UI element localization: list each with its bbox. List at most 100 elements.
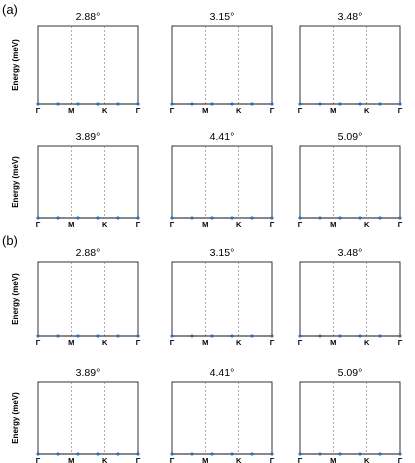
subplot-title: 4.41° (210, 367, 235, 379)
subplot-8: 3.15° Γ M K Γ (170, 247, 275, 347)
band-point (36, 102, 40, 106)
band-point (36, 216, 40, 220)
x-tick-label: K (102, 456, 108, 463)
band-point (318, 102, 322, 106)
band-point (250, 102, 254, 106)
band-point (210, 452, 214, 456)
plot-frame (299, 25, 401, 105)
x-tick-label: Γ (36, 338, 41, 347)
subplot-10: 3.89° Γ M K Γ Energy (meV) (11, 367, 141, 463)
x-tick-label: K (102, 106, 108, 115)
subplot-2: 3.15° Γ M K Γ (170, 11, 275, 115)
band-point (250, 334, 254, 338)
plot-frame (171, 261, 273, 337)
subplot-title: 3.15° (210, 11, 235, 23)
band-point (298, 216, 302, 220)
subplot-grid: 2.88° Γ M K Γ Energy (meV) 3.15° Γ M K Γ 3.48° Γ M K Γ 3… (11, 11, 403, 463)
subplot-4: 3.89° Γ M K Γ Energy (meV) (11, 131, 141, 229)
subplot-1: 2.88° Γ M K Γ Energy (meV) (11, 11, 141, 115)
band-point (230, 334, 234, 338)
band-point (210, 216, 214, 220)
subplot-9: 3.48° Γ M K Γ (298, 247, 403, 347)
band-point (36, 452, 40, 456)
x-tick-label: K (364, 338, 370, 347)
band-point (210, 334, 214, 338)
band-point (116, 102, 120, 106)
x-tick-label: K (236, 338, 242, 347)
x-tick-label: Γ (170, 338, 175, 347)
band-point (190, 334, 194, 338)
x-tick-label: Γ (398, 456, 403, 463)
panel-label-b: (b) (2, 233, 18, 248)
plot-frame (37, 261, 139, 337)
x-tick-label: Γ (170, 220, 175, 229)
plot-frame (299, 145, 401, 219)
x-tick-label: M (330, 220, 336, 229)
subplot-5: 4.41° Γ M K Γ (170, 131, 275, 229)
band-point (338, 452, 342, 456)
subplot-3: 3.48° Γ M K Γ (298, 11, 403, 115)
x-tick-label: Γ (136, 220, 141, 229)
band-point (270, 452, 274, 456)
x-tick-label: M (330, 456, 336, 463)
plot-frame (37, 25, 139, 105)
subplot-title: 3.89° (76, 367, 101, 379)
x-tick-label: Γ (136, 456, 141, 463)
band-point (116, 216, 120, 220)
subplot-12: 5.09° Γ M K Γ (298, 367, 403, 463)
x-tick-label: M (68, 220, 74, 229)
x-tick-label: Γ (36, 220, 41, 229)
x-tick-label: K (364, 106, 370, 115)
subplot-title: 3.15° (210, 247, 235, 259)
y-axis-label: Energy (meV) (11, 273, 20, 325)
plot-frame (37, 145, 139, 219)
x-tick-label: Γ (298, 338, 303, 347)
plot-frame (299, 381, 401, 455)
band-point (210, 102, 214, 106)
x-tick-label: K (236, 106, 242, 115)
plot-frame (171, 25, 273, 105)
band-point (230, 102, 234, 106)
y-axis-label: Energy (meV) (11, 156, 20, 208)
band-point (358, 452, 362, 456)
band-point (190, 452, 194, 456)
subplot-7: 2.88° Γ M K Γ Energy (meV) (11, 247, 141, 347)
x-tick-label: K (102, 338, 108, 347)
band-point (318, 216, 322, 220)
band-point (56, 102, 60, 106)
band-point (318, 334, 322, 338)
subplot-title: 3.48° (338, 11, 363, 23)
band-point (378, 334, 382, 338)
x-tick-label: K (236, 220, 242, 229)
band-point (76, 216, 80, 220)
x-tick-label: Γ (398, 106, 403, 115)
band-point (170, 334, 174, 338)
x-tick-label: M (330, 106, 336, 115)
x-tick-label: Γ (170, 456, 175, 463)
band-point (56, 216, 60, 220)
band-point (56, 334, 60, 338)
band-point (298, 102, 302, 106)
plot-frame (171, 145, 273, 219)
subplot-title: 2.88° (76, 247, 101, 259)
band-point (190, 102, 194, 106)
x-tick-label: Γ (136, 338, 141, 347)
x-tick-label: Γ (270, 106, 275, 115)
band-point (338, 216, 342, 220)
band-point (230, 216, 234, 220)
band-point (96, 334, 100, 338)
plot-frame (171, 381, 273, 455)
band-point (270, 102, 274, 106)
band-point (36, 334, 40, 338)
band-point (358, 334, 362, 338)
x-tick-label: Γ (270, 220, 275, 229)
band-point (318, 452, 322, 456)
x-tick-label: Γ (136, 106, 141, 115)
band-point (96, 452, 100, 456)
subplot-title: 2.88° (76, 11, 101, 23)
x-tick-label: Γ (398, 220, 403, 229)
x-tick-label: M (202, 338, 208, 347)
subplot-title: 3.89° (76, 131, 101, 143)
band-point (398, 216, 402, 220)
